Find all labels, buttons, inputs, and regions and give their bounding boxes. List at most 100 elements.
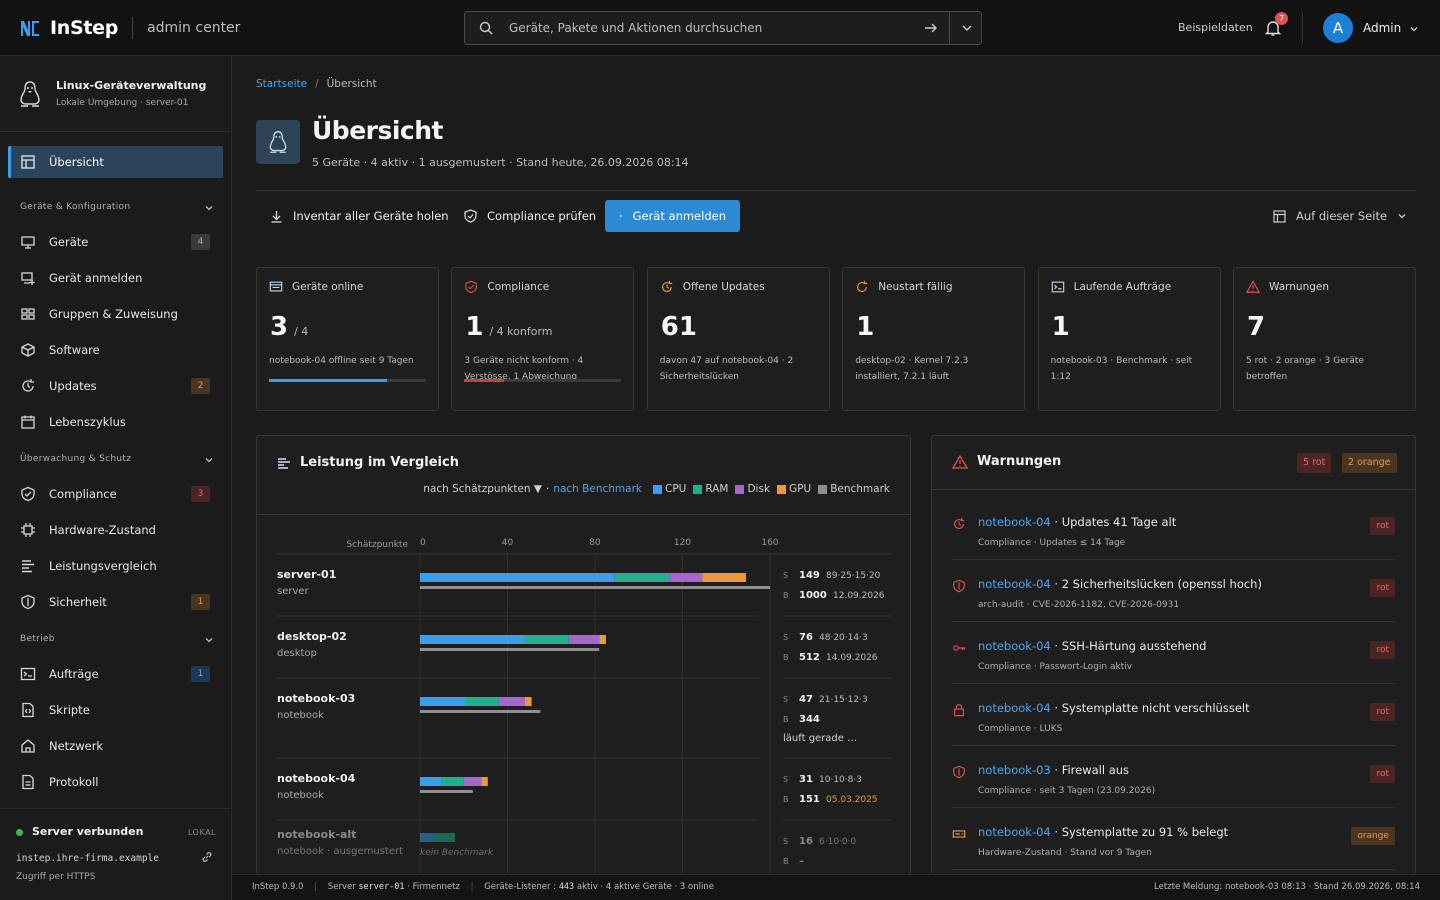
brand[interactable]: InStep admin center: [20, 17, 240, 39]
kpi-card[interactable]: Compliance 1 / 4 konform 3 Geräte nicht kon…: [451, 267, 635, 411]
bar-cpu: [420, 777, 442, 786]
warning-row[interactable]: notebook-04 · SSH-Härtung ausstehend Comp…: [952, 622, 1395, 684]
kpi-card[interactable]: Neustart fällig 1 desktop-02 · Kernel 7.2.…: [842, 267, 1026, 411]
warning-device-link[interactable]: notebook-04: [978, 825, 1051, 839]
compliance-check-button[interactable]: Compliance prüfen: [464, 200, 596, 232]
sidebar-section-header[interactable]: Geräte & Konfiguration: [20, 202, 215, 212]
warning-message: · Updates 41 Tage alt: [1050, 515, 1177, 529]
sidebar-item-package[interactable]: Software: [8, 334, 223, 366]
warning-row[interactable]: notebook-04 · Systemplatte nicht verschl…: [952, 684, 1395, 746]
warning-text: notebook-04 · Systemplatte nicht verschl…: [978, 701, 1250, 715]
score-prefix: S: [783, 695, 788, 704]
sidebar-item-updates[interactable]: Updates 2: [8, 370, 223, 402]
kpi-label: Neustart fällig: [878, 281, 953, 293]
chevron-down-icon[interactable]: [1409, 24, 1419, 34]
benchmark-value: 344: [799, 714, 820, 725]
sidebar-item-shield[interactable]: Sicherheit 1: [8, 586, 223, 618]
sidebar-item-home[interactable]: Netzwerk: [8, 730, 223, 762]
benchmark-note: läuft gerade …: [783, 733, 857, 744]
severity-badge: rot: [1370, 517, 1395, 535]
device-name[interactable]: notebook-alt: [277, 828, 356, 841]
page-subtitle: 5 Geräte · 4 aktiv · 1 ausgemustert · St…: [312, 156, 689, 169]
kpi-card[interactable]: Warnungen 7 5 rot · 2 orange · 3 Geräte be…: [1233, 267, 1416, 411]
search-icon: [479, 21, 493, 35]
progress-bar: [269, 379, 426, 382]
bar-ram: [465, 697, 499, 706]
breadcrumb-home[interactable]: Startseite: [256, 78, 308, 90]
bar-gpu: [599, 635, 606, 644]
nav-icon: [20, 594, 36, 610]
search-scope-dropdown[interactable]: [949, 12, 983, 44]
warning-row-icon: [952, 641, 966, 655]
sidebar-item-terminal[interactable]: Aufträge 1: [8, 658, 223, 690]
x-tick-label: 120: [674, 538, 691, 548]
sidebar-item-overview[interactable]: Übersicht: [8, 146, 223, 178]
brand-divider: [132, 17, 134, 39]
terminal-icon: [20, 667, 36, 681]
device-name[interactable]: server-01: [277, 568, 336, 581]
divider: [1302, 12, 1303, 44]
sidebar-item-calendar[interactable]: Lebenszyklus: [8, 406, 223, 438]
sidebar-item-enroll[interactable]: Gerät anmelden: [8, 262, 223, 294]
warning-device-link[interactable]: notebook-04: [978, 577, 1051, 591]
sidebar-item-script[interactable]: Skripte: [8, 694, 223, 726]
nav-icon: [20, 666, 36, 682]
device-name[interactable]: desktop-02: [277, 630, 347, 643]
warning-row[interactable]: notebook-04 · 2 Sicherheitslücken (opens…: [952, 560, 1395, 622]
bar-gpu: [702, 573, 746, 582]
bars-icon: [278, 457, 290, 469]
sample-data-link[interactable]: Beispieldaten: [1178, 21, 1253, 34]
divider: [256, 190, 1416, 191]
avatar[interactable]: A: [1323, 13, 1353, 43]
shield-check-icon: [21, 486, 35, 502]
warning-source: Compliance · Passwort-Login aktiv: [978, 662, 1133, 672]
bell-icon[interactable]: [1264, 19, 1282, 37]
progress-fill: [464, 379, 504, 382]
link-icon[interactable]: [201, 851, 213, 863]
kpi-card[interactable]: Geräte online 3 / 4 notebook-04 offline sei…: [256, 267, 439, 411]
kpi-card[interactable]: Laufende Aufträge 1 notebook-03 · Benchmar…: [1037, 267, 1221, 411]
sort-by-benchmark[interactable]: nach Benchmark: [553, 483, 642, 495]
enroll-device-button[interactable]: Gerät anmelden: [605, 200, 740, 232]
sidebar-section-header[interactable]: Betrieb: [20, 634, 215, 644]
warning-row[interactable]: notebook-04 · Systemplatte zu 91 % beleg…: [952, 808, 1395, 870]
warning-device-link[interactable]: notebook-04: [978, 639, 1051, 653]
shield-check-icon: [465, 280, 478, 294]
warning-device-link[interactable]: notebook-04: [978, 701, 1051, 715]
breadcrumb-current: Übersicht: [326, 78, 377, 90]
device-name[interactable]: notebook-03: [277, 692, 355, 705]
arrow-right-icon[interactable]: [923, 20, 939, 36]
sort-by-score[interactable]: nach Schätzpunkten ▼: [423, 483, 542, 495]
search-input[interactable]: [509, 12, 909, 44]
on-page-dropdown[interactable]: Auf dieser Seite: [1273, 200, 1407, 232]
kpi-label: Offene Updates: [682, 281, 765, 293]
inventory-button[interactable]: Inventar aller Geräte holen: [270, 200, 449, 232]
kpi-card[interactable]: Offene Updates 61 davon 47 auf notebook-04…: [646, 267, 830, 411]
warning-row[interactable]: notebook-04 · Updates 41 Tage alt Complia…: [952, 498, 1395, 560]
sidebar-item-shield-check[interactable]: Compliance 3: [8, 478, 223, 510]
user-name[interactable]: Admin: [1363, 21, 1402, 35]
bar-ram: [433, 833, 455, 842]
main-content: Startseite / Übersicht Übersicht 5 Geräte …: [232, 56, 1440, 875]
server-host: instep.ihre-firma.example: [16, 853, 159, 864]
kpi-row: Geräte online 3 / 4 notebook-04 offline sei…: [256, 267, 1416, 411]
sidebar-item-chip[interactable]: Hardware-Zustand: [8, 514, 223, 546]
sidebar-item-groups[interactable]: Gruppen & Zuweisung: [8, 298, 223, 330]
sidebar-item-log[interactable]: Protokoll: [8, 766, 223, 798]
kpi-value: 7: [1247, 312, 1266, 342]
kpi-value: 1: [1051, 312, 1070, 342]
warning-device-link[interactable]: notebook-03: [978, 763, 1051, 777]
sidebar-item-bars[interactable]: Leistungsvergleich: [8, 550, 223, 582]
listener-port: 443: [558, 882, 575, 892]
sidebar-section-header[interactable]: Überwachung & Schutz: [20, 454, 215, 464]
dashboard-icon: [21, 155, 35, 169]
linux-penguin-icon: [20, 81, 40, 107]
kpi-detail: notebook-04 offline seit 9 Tagen: [269, 356, 414, 366]
benchmark-value: –: [799, 856, 804, 867]
warning-device-link[interactable]: notebook-04: [978, 515, 1051, 529]
device-name[interactable]: notebook-04: [277, 772, 356, 785]
sidebar-item-devices[interactable]: Geräte 4: [8, 226, 223, 258]
nav-icon: [20, 738, 36, 754]
legend-separator: ·: [545, 483, 550, 495]
warning-row[interactable]: notebook-03 · Firewall aus Compliance · s…: [952, 746, 1395, 808]
